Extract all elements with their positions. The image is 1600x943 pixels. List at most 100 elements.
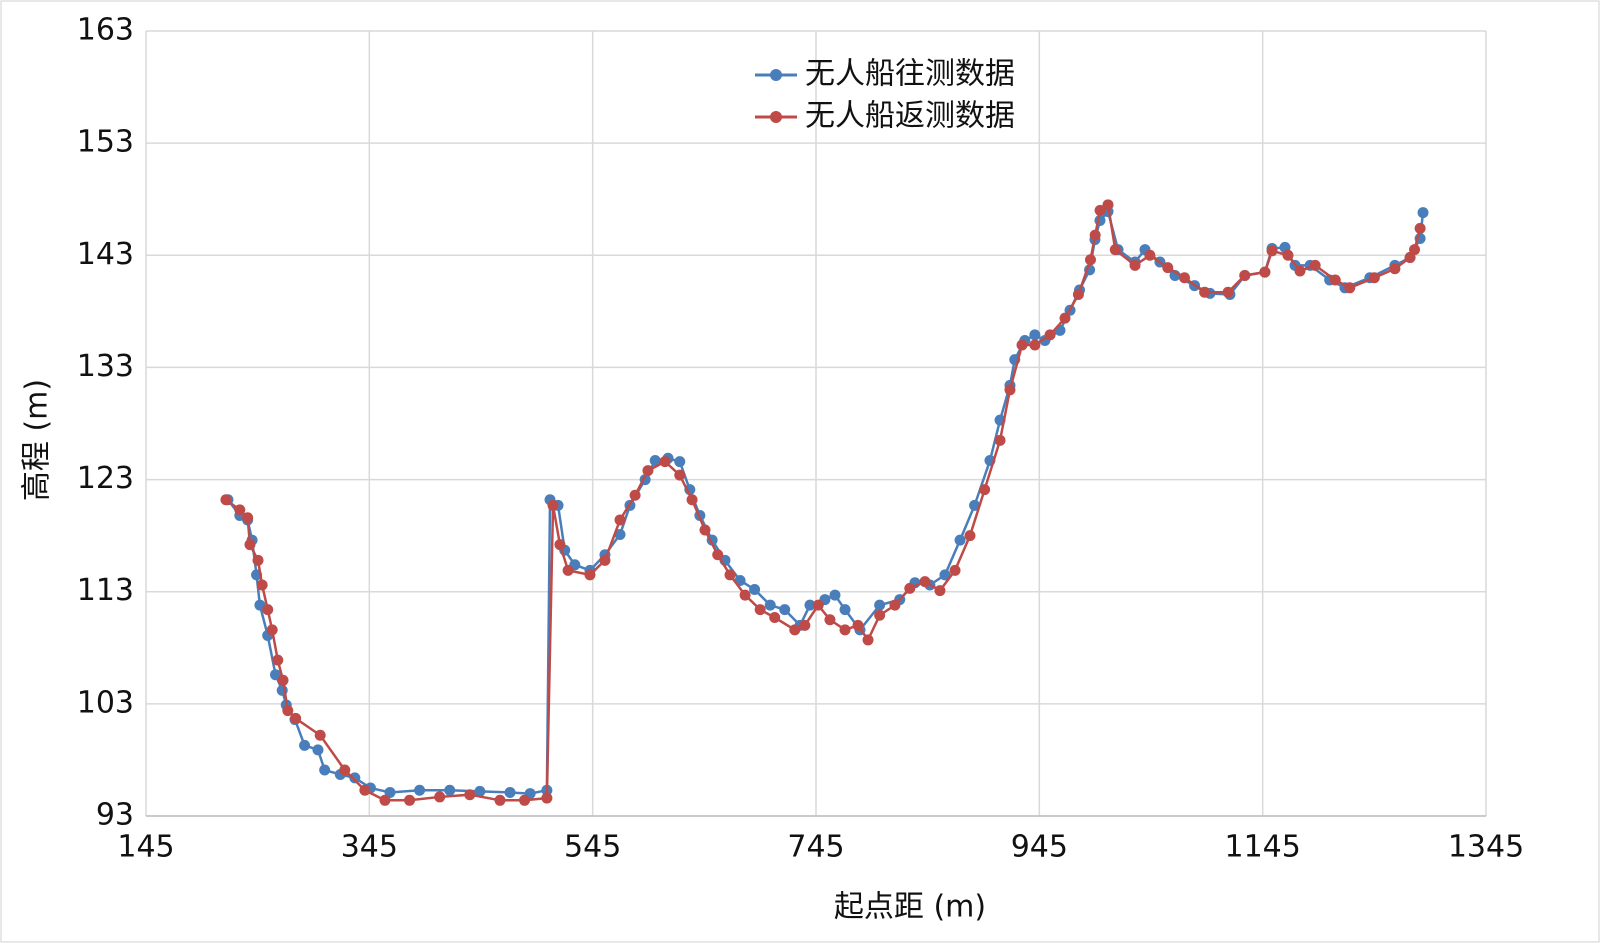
x-tick-label: 1145 bbox=[1224, 830, 1300, 865]
legend-label: 无人船返测数据 bbox=[805, 99, 1015, 134]
data-point bbox=[1344, 282, 1356, 294]
data-point bbox=[764, 599, 776, 611]
data-point bbox=[444, 784, 456, 796]
data-point bbox=[312, 744, 324, 756]
data-point bbox=[739, 589, 751, 601]
data-point bbox=[862, 634, 874, 646]
data-point bbox=[1004, 384, 1016, 396]
data-point bbox=[384, 786, 396, 798]
data-point bbox=[256, 579, 268, 591]
y-tick-label: 113 bbox=[77, 573, 134, 608]
data-point bbox=[541, 792, 553, 804]
data-point bbox=[824, 614, 836, 626]
data-point bbox=[1409, 244, 1421, 256]
data-point bbox=[1266, 245, 1278, 257]
data-point bbox=[874, 609, 886, 621]
y-tick-label: 103 bbox=[77, 685, 134, 720]
data-point bbox=[1389, 263, 1401, 275]
data-point bbox=[934, 585, 946, 597]
data-point bbox=[1102, 199, 1114, 211]
data-point bbox=[1129, 259, 1141, 271]
data-point bbox=[649, 455, 661, 467]
data-point bbox=[614, 514, 626, 526]
data-point bbox=[314, 729, 326, 741]
data-point bbox=[242, 512, 254, 524]
data-point bbox=[874, 599, 886, 611]
x-tick-label: 545 bbox=[564, 830, 621, 865]
data-point bbox=[1084, 254, 1096, 266]
data-point bbox=[404, 794, 416, 806]
data-point bbox=[282, 705, 294, 717]
data-point bbox=[889, 599, 901, 611]
data-point bbox=[1016, 339, 1028, 351]
data-point bbox=[244, 539, 256, 551]
data-point bbox=[779, 604, 791, 616]
y-axis-title: 高程 (m) bbox=[20, 379, 55, 501]
data-point bbox=[954, 534, 966, 546]
data-point bbox=[642, 465, 654, 477]
data-point bbox=[252, 554, 264, 566]
y-tick-label: 153 bbox=[77, 125, 134, 160]
data-point bbox=[584, 569, 596, 581]
data-point bbox=[1179, 272, 1190, 284]
y-tick-label: 143 bbox=[77, 237, 134, 272]
data-point bbox=[519, 794, 531, 806]
data-point bbox=[712, 549, 724, 561]
data-point bbox=[789, 624, 801, 636]
data-point bbox=[1329, 274, 1341, 286]
data-point bbox=[1162, 262, 1174, 274]
data-point bbox=[829, 589, 841, 601]
data-point bbox=[504, 786, 516, 798]
data-point bbox=[749, 583, 761, 595]
data-point bbox=[964, 530, 976, 542]
data-point bbox=[1029, 339, 1041, 351]
data-point bbox=[547, 499, 559, 511]
legend-marker bbox=[770, 69, 782, 81]
data-point bbox=[272, 654, 284, 666]
x-tick-label: 345 bbox=[341, 830, 398, 865]
data-point bbox=[464, 789, 476, 801]
data-point bbox=[979, 484, 991, 496]
data-point bbox=[1199, 286, 1211, 298]
data-point bbox=[1417, 207, 1429, 219]
data-point bbox=[769, 612, 781, 624]
data-point bbox=[754, 604, 766, 616]
data-point bbox=[1059, 312, 1071, 324]
data-point bbox=[339, 764, 351, 776]
data-point bbox=[969, 499, 981, 511]
legend-label: 无人船往测数据 bbox=[805, 57, 1015, 92]
data-point bbox=[220, 494, 232, 506]
data-point bbox=[839, 624, 851, 636]
data-point bbox=[659, 456, 671, 468]
data-point bbox=[270, 669, 282, 681]
data-point bbox=[1414, 222, 1426, 234]
x-tick-label: 745 bbox=[787, 830, 844, 865]
x-axis-title: 起点距 (m) bbox=[834, 890, 986, 925]
data-point bbox=[1029, 329, 1041, 341]
data-point bbox=[599, 554, 611, 566]
y-tick-label: 123 bbox=[77, 461, 134, 496]
x-tick-label: 145 bbox=[117, 830, 174, 865]
data-point bbox=[554, 539, 566, 551]
data-point bbox=[359, 784, 371, 796]
data-point bbox=[1072, 289, 1084, 301]
data-point bbox=[1282, 249, 1294, 261]
data-point bbox=[1089, 229, 1101, 241]
data-point bbox=[1094, 204, 1106, 216]
data-point bbox=[1222, 286, 1234, 298]
data-point bbox=[686, 494, 698, 506]
data-point bbox=[1368, 272, 1380, 284]
data-point bbox=[939, 569, 951, 581]
data-point bbox=[1144, 249, 1156, 261]
data-point bbox=[629, 489, 641, 501]
data-point bbox=[290, 712, 302, 724]
x-tick-label: 1345 bbox=[1448, 830, 1524, 865]
data-point bbox=[562, 564, 574, 576]
data-point bbox=[277, 674, 289, 686]
data-point bbox=[414, 784, 426, 796]
x-tick-label: 945 bbox=[1011, 830, 1068, 865]
data-point bbox=[1239, 269, 1251, 281]
data-point bbox=[674, 456, 686, 468]
data-point bbox=[1259, 266, 1271, 278]
